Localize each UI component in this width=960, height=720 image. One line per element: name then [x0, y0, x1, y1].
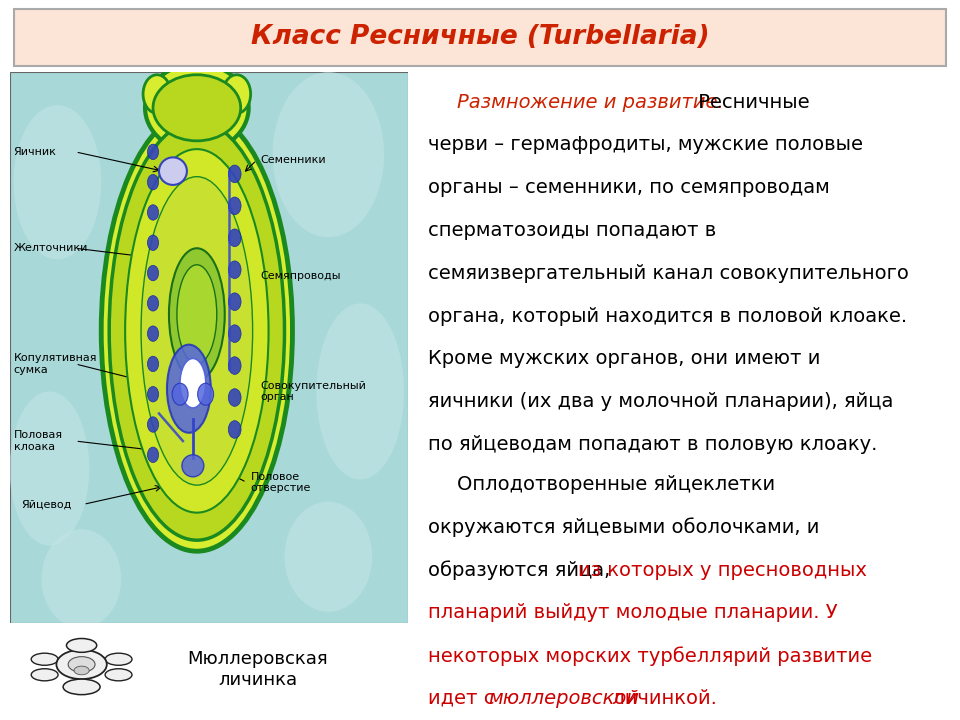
- Circle shape: [148, 387, 158, 402]
- FancyBboxPatch shape: [10, 72, 408, 623]
- Text: окружаются яйцевыми оболочками, и: окружаются яйцевыми оболочками, и: [427, 518, 819, 537]
- Circle shape: [148, 296, 158, 311]
- Ellipse shape: [68, 657, 95, 672]
- Ellipse shape: [181, 455, 204, 477]
- Text: органы – семенники, по семяпроводам: органы – семенники, по семяпроводам: [427, 179, 829, 197]
- Ellipse shape: [167, 345, 211, 433]
- Circle shape: [148, 447, 158, 462]
- Text: Половое
отверстие: Половое отверстие: [251, 472, 311, 493]
- Ellipse shape: [223, 75, 251, 113]
- Circle shape: [228, 357, 241, 374]
- Ellipse shape: [177, 265, 217, 364]
- Circle shape: [148, 266, 158, 281]
- Circle shape: [148, 235, 158, 251]
- Ellipse shape: [198, 383, 213, 405]
- Text: Совокупительный
орган: Совокупительный орган: [260, 381, 367, 402]
- Circle shape: [228, 325, 241, 343]
- Text: личинкой.: личинкой.: [606, 689, 716, 708]
- Text: Мюллеровская
личинка: Мюллеровская личинка: [187, 650, 327, 689]
- Ellipse shape: [66, 639, 97, 652]
- Ellipse shape: [125, 149, 269, 513]
- Circle shape: [228, 389, 241, 406]
- Text: семяизвергательный канал совокупительного: семяизвергательный канал совокупительног…: [427, 264, 908, 283]
- Ellipse shape: [273, 72, 384, 238]
- Ellipse shape: [101, 111, 293, 552]
- Text: Яичник: Яичник: [13, 147, 57, 157]
- Ellipse shape: [172, 383, 188, 405]
- Ellipse shape: [74, 666, 89, 675]
- Text: Кроме мужских органов, они имеют и: Кроме мужских органов, они имеют и: [427, 349, 820, 369]
- Ellipse shape: [159, 158, 187, 185]
- Text: органа, который находится в половой клоаке.: органа, который находится в половой клоа…: [427, 307, 907, 325]
- Circle shape: [228, 229, 241, 247]
- Ellipse shape: [106, 669, 132, 681]
- Text: Ресничные: Ресничные: [691, 93, 809, 112]
- Circle shape: [148, 356, 158, 372]
- Text: мюллеровской: мюллеровской: [489, 689, 639, 708]
- Text: идет с: идет с: [427, 689, 500, 708]
- Circle shape: [148, 174, 158, 190]
- Circle shape: [148, 204, 158, 220]
- Text: Оплодотворенные яйцеклетки: Оплодотворенные яйцеклетки: [457, 475, 775, 494]
- Text: Копулятивная
сумка: Копулятивная сумка: [13, 353, 97, 374]
- Ellipse shape: [284, 502, 372, 612]
- Text: Размножение и развитие.: Размножение и развитие.: [457, 93, 724, 112]
- Ellipse shape: [169, 248, 225, 380]
- Circle shape: [228, 293, 241, 310]
- Ellipse shape: [317, 303, 404, 480]
- Text: Класс Ресничные (Turbellaria): Класс Ресничные (Turbellaria): [251, 24, 709, 50]
- Text: Семенники: Семенники: [260, 155, 326, 165]
- Ellipse shape: [41, 529, 121, 629]
- Ellipse shape: [180, 359, 205, 408]
- Circle shape: [148, 326, 158, 341]
- Circle shape: [228, 420, 241, 438]
- Text: Половая
клоака: Половая клоака: [13, 431, 62, 452]
- Circle shape: [148, 144, 158, 160]
- Text: из которых у пресноводных: из которых у пресноводных: [578, 561, 867, 580]
- Ellipse shape: [109, 122, 284, 540]
- Ellipse shape: [13, 105, 101, 259]
- Text: планарий выйдут молодые планарии. У: планарий выйдут молодые планарии. У: [427, 603, 837, 622]
- Text: яичники (их два у молочной планарии), яйца: яичники (их два у молочной планарии), яй…: [427, 392, 893, 411]
- Circle shape: [148, 417, 158, 432]
- Ellipse shape: [63, 679, 100, 695]
- Ellipse shape: [153, 75, 241, 141]
- Circle shape: [228, 197, 241, 215]
- Ellipse shape: [10, 392, 89, 546]
- Text: Семяпроводы: Семяпроводы: [260, 271, 341, 281]
- Text: по яйцеводам попадают в половую клоаку.: по яйцеводам попадают в половую клоаку.: [427, 435, 877, 454]
- Ellipse shape: [57, 649, 107, 679]
- Ellipse shape: [31, 653, 58, 665]
- Text: Желточники: Желточники: [13, 243, 88, 253]
- Ellipse shape: [106, 653, 132, 665]
- Ellipse shape: [141, 176, 252, 485]
- Circle shape: [228, 261, 241, 279]
- Text: некоторых морских турбеллярий развитие: некоторых морских турбеллярий развитие: [427, 646, 872, 666]
- Ellipse shape: [143, 75, 171, 113]
- Text: черви – гермафродиты, мужские половые: черви – гермафродиты, мужские половые: [427, 135, 863, 155]
- Circle shape: [228, 165, 241, 183]
- FancyBboxPatch shape: [14, 9, 946, 66]
- Text: Яйцевод: Яйцевод: [21, 500, 72, 509]
- Text: образуются яйца,: образуются яйца,: [427, 561, 616, 580]
- Ellipse shape: [31, 669, 58, 681]
- Ellipse shape: [145, 64, 249, 152]
- Text: сперматозоиды попадают в: сперматозоиды попадают в: [427, 221, 716, 240]
